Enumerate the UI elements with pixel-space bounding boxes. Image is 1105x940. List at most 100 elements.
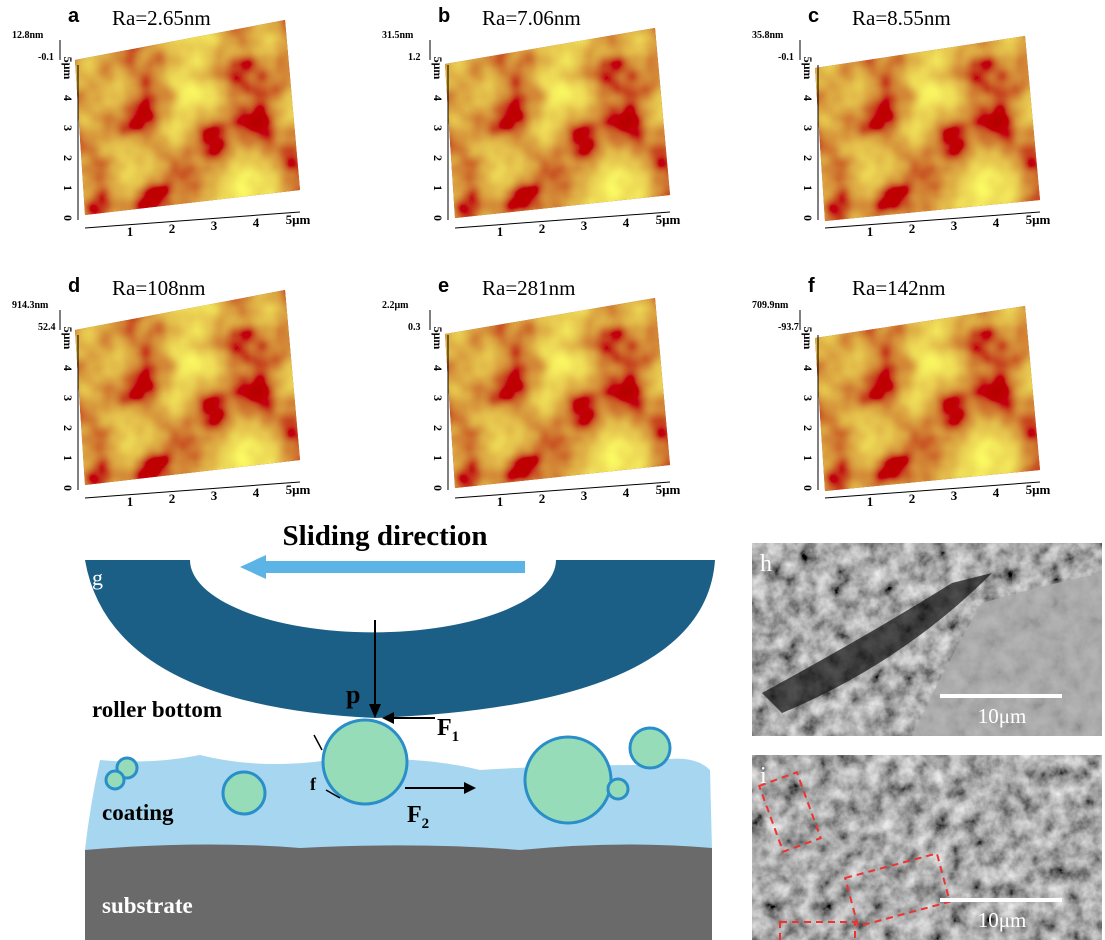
y-tick-label: 2 [431,155,445,161]
z-min: 52.4 [38,322,56,333]
y-tick-label: 4 [801,95,815,101]
y-tick-label: 5μm [431,327,445,350]
x-tick-label: 4 [623,215,630,230]
f2: F [407,802,422,828]
z-max: 12.8nm [12,30,44,41]
x-tick-label: 5μm [656,482,681,497]
y-tick-label: 4 [61,365,75,371]
force-p: p [346,680,360,709]
roller-label: roller bottom [92,697,222,722]
y-tick-label: 5μm [61,327,75,350]
x-tick-label: 3 [951,218,958,233]
x-tick-label: 2 [909,491,916,506]
particle [104,769,126,791]
particle [628,726,672,770]
z-min: 0.3 [408,322,421,333]
panel-letter: a [68,5,80,27]
x-tick-label: 4 [993,215,1000,230]
roughness: Ra=281nm [482,276,576,300]
y-tick-label: 1 [431,185,445,191]
x-tick-label: 5μm [1026,482,1051,497]
particle [221,770,267,816]
y-tick-label: 1 [431,455,445,461]
afm-panel: c Ra=8.55nm 35.8nm -0.1 0 1 2 3 4 5μm 1 2 3 4 5μm [752,5,1051,239]
x-tick-label: 3 [211,488,218,503]
y-tick-label: 5μm [431,57,445,80]
crack [762,573,992,713]
z-min: -0.1 [778,52,794,63]
x-tick-label: 1 [867,494,874,509]
y-tick-label: 0 [431,215,445,221]
z-max: 709.9nm [752,300,789,311]
sem-panel: i 10μm [752,755,1102,940]
x-axis [824,481,1041,499]
f1-sub: 1 [452,729,460,745]
friction: f [310,774,317,794]
roughness: Ra=2.65nm [112,6,211,30]
scale-label: 10μm [978,908,1027,932]
surface [445,298,670,488]
surface [75,290,300,485]
afm-panel: d Ra=108nm 914.3nm 52.4 0 1 2 3 4 5μm 1 2 3 4 5μm [12,275,311,509]
x-tick-label: 5μm [286,482,311,497]
roughness: Ra=7.06nm [482,6,581,30]
afm-panel: e Ra=281nm 2.2μm 0.3 0 1 2 3 4 5μm 1 2 3 4 5μm [382,275,681,509]
coating-label: coating [102,800,174,825]
y-tick-label: 1 [801,455,815,461]
slide-arrow-head [240,555,266,579]
y-tick-label: 2 [431,425,445,431]
x-tick-label: 2 [169,491,176,506]
f1: F [437,715,452,741]
panel-letter: d [68,275,80,297]
afm-panel: b Ra=7.06nm 31.5nm 1.2 0 1 2 3 4 5μm 1 2 3 4 5μm [382,5,681,239]
arrow-head [464,782,476,794]
y-tick-label: 5μm [801,57,815,80]
sliding-label: Sliding direction [283,520,488,552]
highlight-box [757,770,823,854]
x-tick-label: 2 [169,221,176,236]
z-min: -0.1 [38,52,54,63]
x-tick-label: 1 [127,494,134,509]
x-tick-label: 5μm [656,212,681,227]
force-f1: F1 [437,715,459,745]
arrow-f [313,734,341,799]
y-tick-label: 3 [801,395,815,401]
x-tick-label: 3 [951,488,958,503]
x-tick-label: 1 [127,224,134,239]
x-tick-label: 3 [581,218,588,233]
y-tick-label: 3 [801,125,815,131]
y-tick-label: 2 [801,425,815,431]
roughness: Ra=142nm [852,276,946,300]
afm-panel: f Ra=142nm 709.9nm -93.7 0 1 2 3 4 5μm 1 2 3 4 5μm [752,275,1051,509]
y-tick-label: 0 [431,485,445,491]
particles [104,718,672,825]
x-tick-label: 4 [623,485,630,500]
surface [75,20,300,215]
z-min: 1.2 [408,52,421,63]
y-tick-label: 4 [61,95,75,101]
z-min: -93.7 [778,322,799,333]
x-tick-label: 3 [581,488,588,503]
x-axis [454,211,671,229]
x-tick-label: 4 [993,485,1000,500]
x-tick-label: 3 [211,218,218,233]
x-tick-label: 5μm [1026,212,1051,227]
substrate-label: substrate [102,893,193,918]
panel-letter: h [760,551,772,577]
y-tick-label: 1 [61,185,75,191]
particle [523,735,613,825]
afm-panel: a Ra=2.65nm 12.8nm -0.1 0 1 2 3 4 5μm 1 2 3 4 5μm [12,5,311,239]
x-tick-label: 2 [539,491,546,506]
y-tick-label: 0 [801,215,815,221]
y-tick-label: 2 [61,425,75,431]
surface [815,306,1040,491]
z-max: 31.5nm [382,30,414,41]
panel-letter: g [92,565,103,590]
panel-letter: b [438,5,450,27]
panel-letter: c [808,5,819,27]
x-tick-label: 1 [867,224,874,239]
x-tick-label: 1 [497,224,504,239]
schematic: g Sliding direction p F1 F2 f roller bot… [85,520,715,940]
particle [321,718,409,806]
